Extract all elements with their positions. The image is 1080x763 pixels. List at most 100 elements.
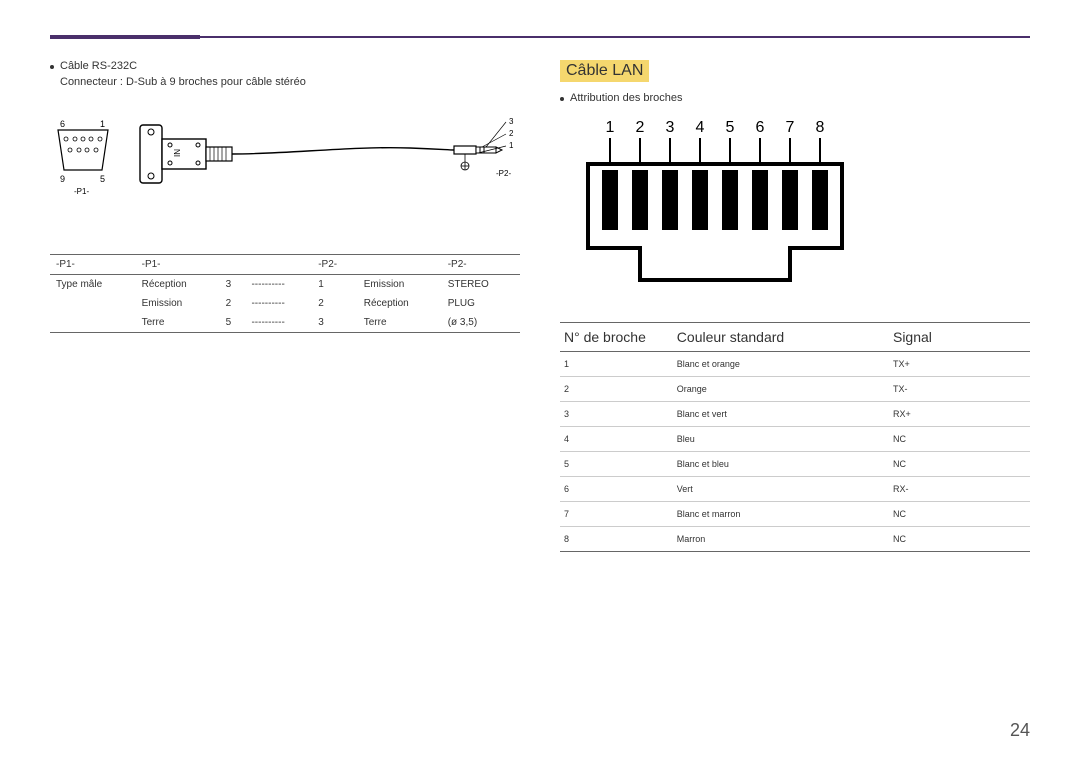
table-cell: STEREO (442, 275, 520, 295)
table-row: 1Blanc et orangeTX+ (560, 352, 1030, 377)
rs232-bullet: Câble RS-232C (50, 60, 520, 72)
table-cell: TX+ (889, 352, 1030, 377)
dsub-pin-5: 5 (100, 174, 105, 184)
cable-path (232, 148, 454, 154)
table-row: Type mâleRéception3----------1EmissionST… (50, 275, 520, 295)
table-cell: Blanc et marron (673, 502, 889, 527)
rs232-th: -P1- (136, 255, 220, 275)
table-cell: Marron (673, 527, 889, 552)
header-rule (50, 36, 1030, 38)
lan-title: Câble LAN (560, 60, 649, 82)
rs232-diagram: 6 1 9 5 -P1- (50, 100, 520, 240)
rs232-th: -P2- (442, 255, 520, 275)
in-label: IN (173, 149, 182, 157)
lan-table: N° de broche Couleur standard Signal 1Bl… (560, 322, 1030, 552)
lan-bullet-text: Attribution des broches (570, 92, 683, 104)
svg-text:7: 7 (786, 119, 795, 136)
table-row: Emission2----------2RéceptionPLUG (50, 294, 520, 313)
table-cell: Terre (136, 313, 220, 333)
table-row: Terre5----------3Terre(ø 3,5) (50, 313, 520, 333)
table-row: 5Blanc et bleuNC (560, 452, 1030, 477)
left-column: Câble RS-232C Connecteur : D-Sub à 9 bro… (50, 60, 520, 552)
jack-pin-1: 1 (509, 141, 514, 150)
page-number: 24 (1010, 720, 1030, 741)
rj45-svg: 1 2 3 4 5 6 7 8 (560, 108, 920, 308)
rs232-table: -P1- -P1- -P2- -P2- Type mâleRéception3-… (50, 254, 520, 333)
table-cell: TX- (889, 377, 1030, 402)
rs232-svg: 6 1 9 5 -P1- (50, 100, 520, 240)
table-cell: Emission (358, 275, 442, 295)
p2-label-diagram: -P2- (496, 169, 511, 178)
table-cell: 5 (220, 313, 246, 333)
table-cell: Emission (136, 294, 220, 313)
svg-text:6: 6 (756, 119, 765, 136)
table-cell: 1 (312, 275, 358, 295)
svg-text:4: 4 (696, 119, 705, 136)
rs232-subtext: Connecteur : D-Sub à 9 broches pour câbl… (60, 76, 520, 88)
table-row: 3Blanc et vertRX+ (560, 402, 1030, 427)
dsub-pin-1: 1 (100, 119, 105, 129)
table-cell: Vert (673, 477, 889, 502)
table-cell: 1 (560, 352, 673, 377)
rj45-diagram: 1 2 3 4 5 6 7 8 (560, 108, 1030, 308)
table-cell: 7 (560, 502, 673, 527)
table-cell: Blanc et vert (673, 402, 889, 427)
table-cell: 3 (312, 313, 358, 333)
svg-text:5: 5 (726, 119, 735, 136)
svg-text:2: 2 (636, 119, 645, 136)
right-column: Câble LAN Attribution des broches 1 2 3 … (560, 60, 1030, 552)
table-cell: 3 (560, 402, 673, 427)
table-row: 8MarronNC (560, 527, 1030, 552)
svg-text:3: 3 (666, 119, 675, 136)
table-cell: Blanc et bleu (673, 452, 889, 477)
table-cell: 5 (560, 452, 673, 477)
table-cell: 3 (220, 275, 246, 295)
table-cell: PLUG (442, 294, 520, 313)
rs232-th: -P2- (312, 255, 358, 275)
table-cell: Réception (358, 294, 442, 313)
table-cell: 2 (560, 377, 673, 402)
table-cell: Réception (136, 275, 220, 295)
dsub-pin-6: 6 (60, 119, 65, 129)
bullet-icon (50, 65, 54, 69)
page-content: Câble RS-232C Connecteur : D-Sub à 9 bro… (0, 0, 1080, 552)
table-cell: (ø 3,5) (442, 313, 520, 333)
lan-th-color: Couleur standard (673, 323, 889, 352)
bullet-icon (560, 97, 564, 101)
table-row: 6VertRX- (560, 477, 1030, 502)
table-cell: RX- (889, 477, 1030, 502)
jack-pin-2: 2 (509, 129, 514, 138)
dsub-pin-9: 9 (60, 174, 65, 184)
table-row: 4BleuNC (560, 427, 1030, 452)
table-cell: NC (889, 502, 1030, 527)
table-cell: Orange (673, 377, 889, 402)
p1-label-diagram: -P1- (74, 187, 89, 196)
table-cell: Bleu (673, 427, 889, 452)
table-cell: 2 (312, 294, 358, 313)
table-cell: Blanc et orange (673, 352, 889, 377)
rs232-th: -P1- (50, 255, 136, 275)
lan-th-signal: Signal (889, 323, 1030, 352)
lan-tbody: 1Blanc et orangeTX+2OrangeTX-3Blanc et v… (560, 352, 1030, 552)
table-cell: 4 (560, 427, 673, 452)
table-cell: NC (889, 452, 1030, 477)
table-cell: NC (889, 427, 1030, 452)
lan-th-pin: N° de broche (560, 323, 673, 352)
rj45-pin-numbers: 1 2 3 4 5 6 7 8 (606, 119, 825, 136)
table-cell: 8 (560, 527, 673, 552)
lan-bullet: Attribution des broches (560, 92, 1030, 104)
jack-pin-3: 3 (509, 117, 514, 126)
table-row: 2OrangeTX- (560, 377, 1030, 402)
table-cell: Terre (358, 313, 442, 333)
table-cell: 6 (560, 477, 673, 502)
rs232-th (220, 255, 246, 275)
table-cell (50, 294, 136, 313)
rs232-bullet-text: Câble RS-232C (60, 60, 137, 72)
rs232-tbody: Type mâleRéception3----------1EmissionST… (50, 275, 520, 333)
table-cell: 2 (220, 294, 246, 313)
table-row: 7Blanc et marronNC (560, 502, 1030, 527)
svg-text:8: 8 (816, 119, 825, 136)
table-cell (50, 313, 136, 333)
table-cell: ---------- (245, 294, 312, 313)
table-cell: ---------- (245, 275, 312, 295)
